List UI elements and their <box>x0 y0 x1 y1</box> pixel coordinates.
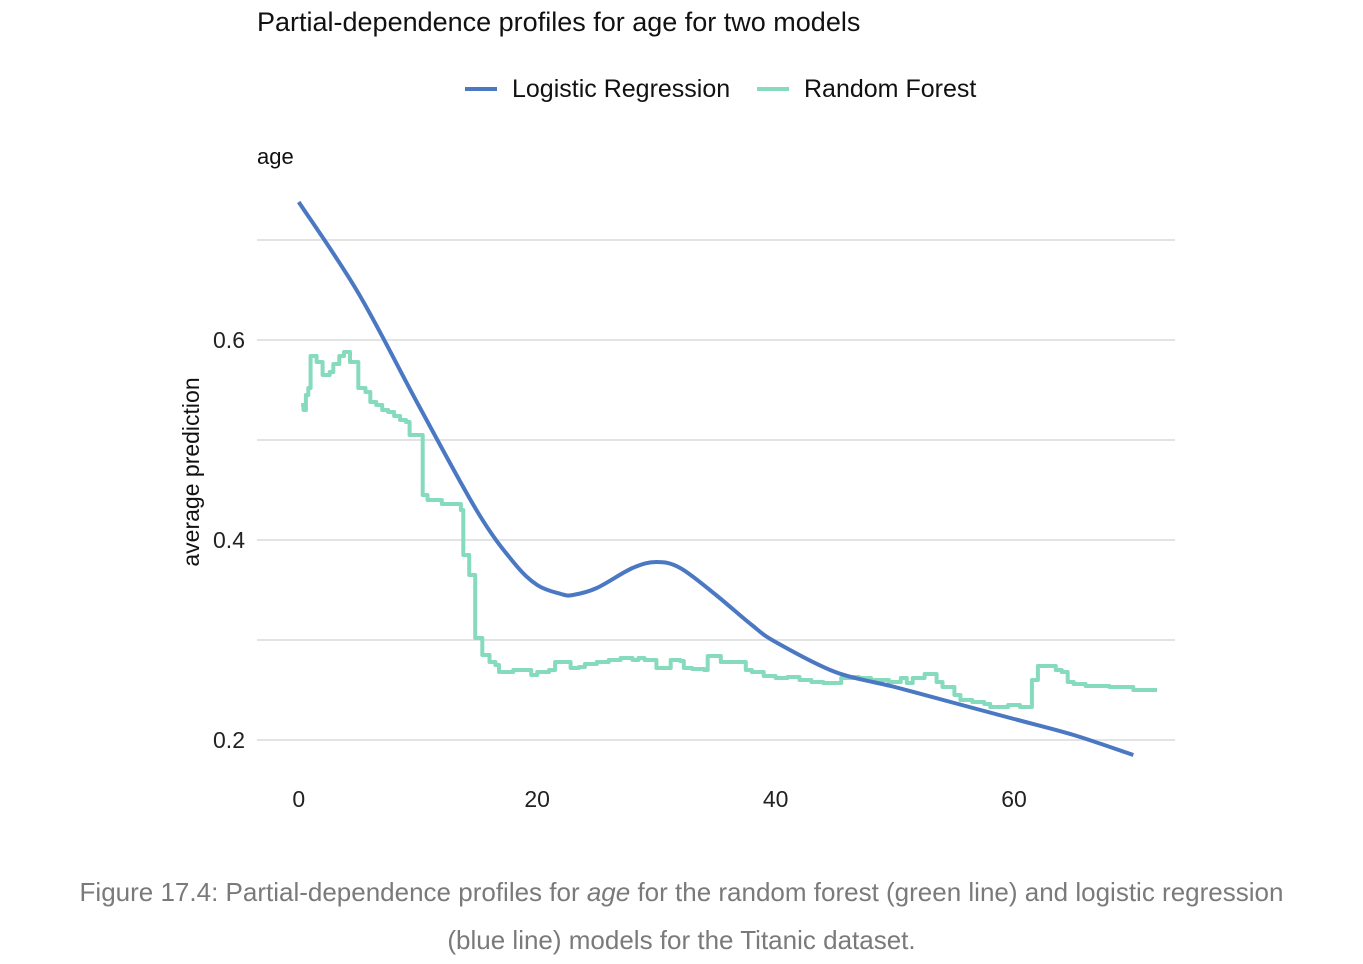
x-tick-label: 60 <box>1001 786 1027 812</box>
gridlines <box>257 239 1175 741</box>
series-line-random-forest <box>301 350 1158 709</box>
x-tick-label: 20 <box>524 786 550 812</box>
chart-title: Partial-dependence profiles for age for … <box>257 7 860 37</box>
legend-label-random-forest: Random Forest <box>804 75 976 103</box>
caption-emphasis: age <box>586 877 631 907</box>
y-tick-label: 0.6 <box>213 327 245 353</box>
y-tick-labels: 0.2 0.4 0.6 <box>213 327 245 753</box>
x-tick-label: 0 <box>292 786 305 812</box>
x-tick-labels: 0 20 40 60 <box>292 786 1027 812</box>
series-line-logistic-regression <box>297 200 1134 757</box>
caption-line-1: Figure 17.4: Partial-dependence profiles… <box>79 877 1284 907</box>
legend: Logistic Regression Random Forest <box>465 75 976 103</box>
series-lines <box>297 200 1158 757</box>
facet-label: age <box>257 144 294 169</box>
x-tick-label: 40 <box>763 786 789 812</box>
y-tick-label: 0.2 <box>213 727 245 753</box>
legend-label-logistic-regression: Logistic Regression <box>512 75 730 103</box>
figure-caption: Figure 17.4: Partial-dependence profiles… <box>0 868 1363 964</box>
y-axis-label: average prediction <box>178 377 204 566</box>
pdp-chart: Partial-dependence profiles for age for … <box>178 7 1175 812</box>
caption-line-2: (blue line) models for the Titanic datas… <box>447 925 916 955</box>
y-tick-label: 0.4 <box>213 527 245 553</box>
